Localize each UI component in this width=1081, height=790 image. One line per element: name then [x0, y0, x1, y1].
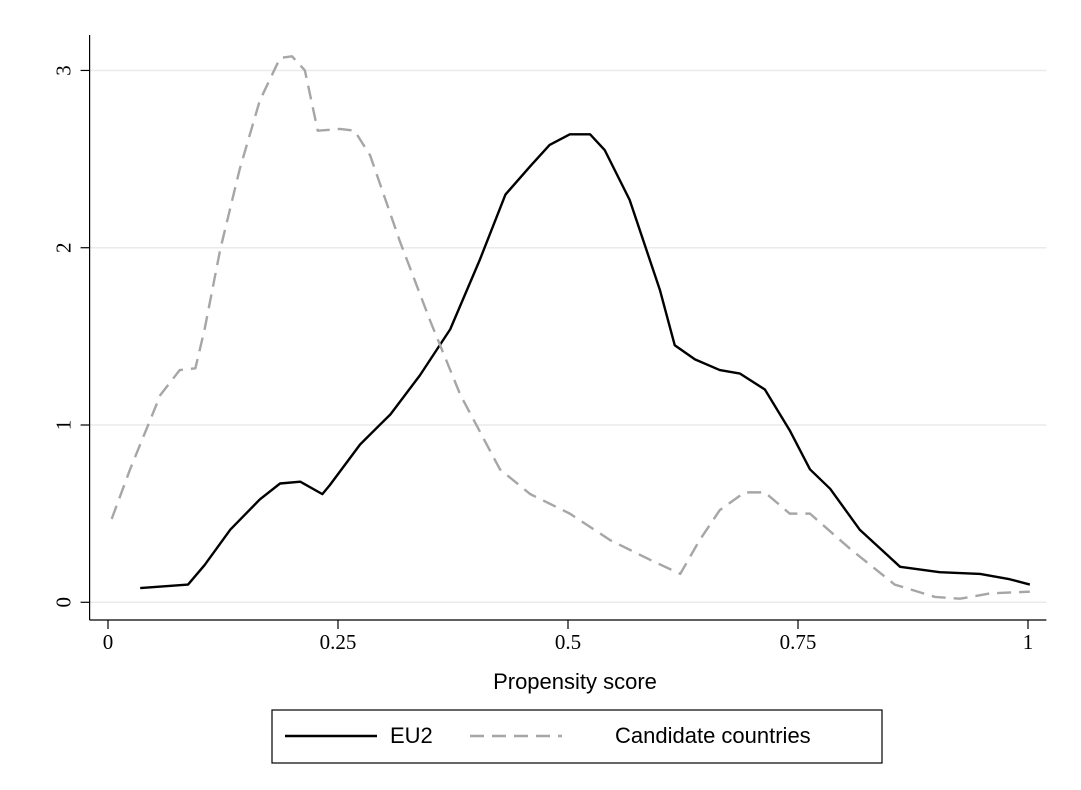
x-axis-label: Propensity score: [493, 669, 657, 694]
legend-label: EU2: [390, 723, 433, 748]
y-tick-label: 2: [51, 242, 75, 253]
x-tick-label: 0: [103, 630, 114, 654]
legend-label: Candidate countries: [615, 723, 811, 748]
y-tick-label: 3: [51, 65, 75, 76]
y-tick-label: 1: [51, 420, 75, 431]
x-tick-label: 1: [1023, 630, 1034, 654]
y-tick-label: 0: [51, 597, 75, 608]
x-tick-label: 0.25: [320, 630, 357, 654]
x-tick-label: 0.75: [780, 630, 817, 654]
x-tick-label: 0.5: [555, 630, 581, 654]
